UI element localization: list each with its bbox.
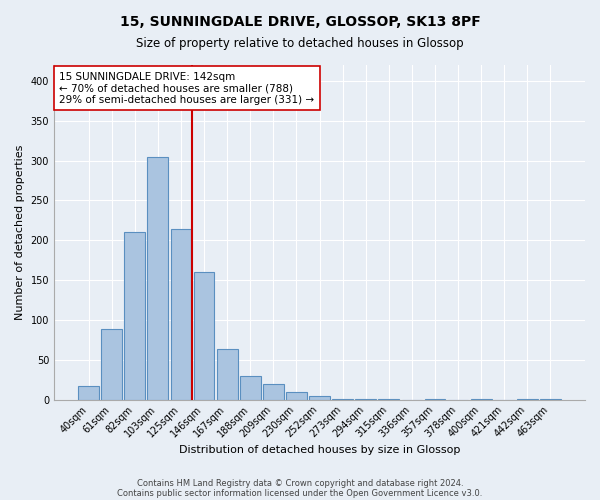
Bar — [78, 386, 99, 400]
Bar — [101, 330, 122, 400]
Text: 15 SUNNINGDALE DRIVE: 142sqm
← 70% of detached houses are smaller (788)
29% of s: 15 SUNNINGDALE DRIVE: 142sqm ← 70% of de… — [59, 72, 314, 105]
Text: Contains HM Land Registry data © Crown copyright and database right 2024.: Contains HM Land Registry data © Crown c… — [137, 478, 463, 488]
Bar — [471, 399, 491, 400]
Bar — [286, 392, 307, 400]
Text: 15, SUNNINGDALE DRIVE, GLOSSOP, SK13 8PF: 15, SUNNINGDALE DRIVE, GLOSSOP, SK13 8PF — [119, 15, 481, 29]
Bar — [217, 350, 238, 400]
Y-axis label: Number of detached properties: Number of detached properties — [15, 144, 25, 320]
Text: Contains public sector information licensed under the Open Government Licence v3: Contains public sector information licen… — [118, 488, 482, 498]
Bar — [517, 399, 538, 400]
Bar — [240, 376, 260, 400]
X-axis label: Distribution of detached houses by size in Glossop: Distribution of detached houses by size … — [179, 445, 460, 455]
Bar — [540, 399, 561, 400]
Bar — [124, 232, 145, 400]
Bar — [263, 384, 284, 400]
Bar — [332, 399, 353, 400]
Bar — [425, 399, 445, 400]
Bar — [309, 396, 330, 400]
Bar — [379, 399, 399, 400]
Text: Size of property relative to detached houses in Glossop: Size of property relative to detached ho… — [136, 38, 464, 51]
Bar — [170, 229, 191, 400]
Bar — [194, 272, 214, 400]
Bar — [355, 399, 376, 400]
Bar — [148, 158, 168, 400]
